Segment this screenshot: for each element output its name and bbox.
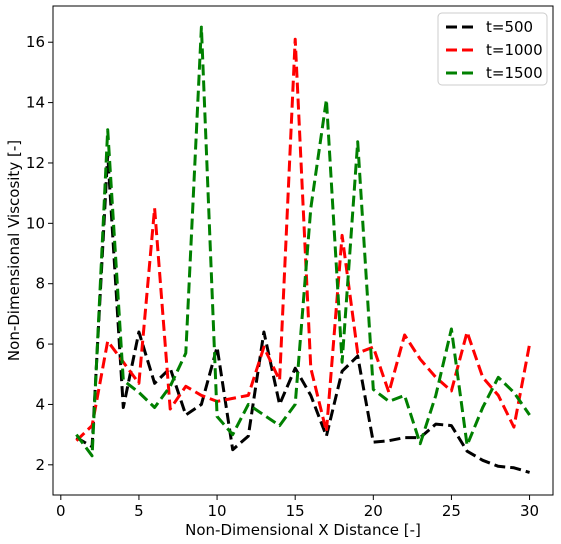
series-line-1 — [75, 152, 531, 474]
x-tick-label: 10 — [208, 502, 227, 520]
series-line-2 — [75, 37, 532, 442]
legend-label: t=1500 — [486, 64, 543, 82]
y-tick-label: 16 — [26, 33, 45, 51]
x-tick-label: 15 — [286, 502, 305, 520]
y-tick-label: 14 — [26, 94, 45, 112]
y-tick-label: 8 — [35, 275, 45, 293]
plot-frame — [52, 5, 554, 496]
y-tick-label: 12 — [26, 154, 45, 172]
y-axis-label: Non-Dimensional Viscosity [-] — [5, 140, 23, 361]
x-axis-label: Non-Dimensional X Distance [-] — [185, 521, 421, 539]
x-axis-ticks: 0 5 10 15 20 25 30 — [56, 495, 539, 520]
x-tick-label: 30 — [520, 502, 539, 520]
x-tick-label: 5 — [134, 502, 144, 520]
y-tick-label: 6 — [35, 335, 45, 353]
x-tick-label: 20 — [364, 502, 383, 520]
x-tick-label: 25 — [442, 502, 461, 520]
y-axis-ticks: 2 4 6 8 10 12 14 16 — [26, 33, 53, 474]
legend-label: t=1000 — [486, 41, 543, 59]
y-tick-label: 2 — [35, 456, 45, 474]
series-line-3 — [75, 25, 531, 458]
plot-lines — [75, 25, 532, 474]
y-tick-label: 10 — [26, 214, 45, 232]
legend-box — [437, 12, 548, 86]
legend: t=500 t=1000 t=1500 — [437, 12, 548, 86]
legend-label: t=500 — [486, 18, 533, 36]
y-tick-label: 4 — [35, 395, 45, 413]
x-tick-label: 0 — [56, 502, 66, 520]
